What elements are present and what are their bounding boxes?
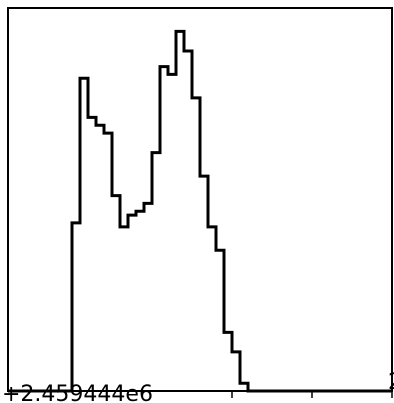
histogram-step-line (8, 29, 392, 393)
plot-frame (7, 7, 393, 392)
x-axis: 2 (231, 370, 394, 398)
x-tick-label: 2 (388, 370, 394, 395)
x-axis-offset-label: +2.459444e6 (2, 382, 153, 403)
